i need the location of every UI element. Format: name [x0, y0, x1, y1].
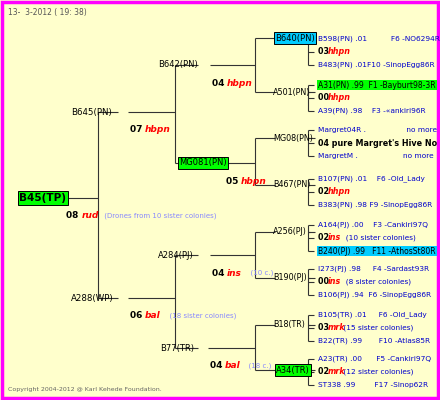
Text: (18 c.): (18 c.)	[244, 363, 271, 369]
Text: A288(WP): A288(WP)	[71, 294, 114, 302]
Text: (8 sister colonies): (8 sister colonies)	[341, 279, 411, 285]
Text: B383(PN) .98 F9 -SinopEgg86R: B383(PN) .98 F9 -SinopEgg86R	[318, 202, 432, 208]
Text: bal: bal	[145, 312, 161, 320]
Text: A23(TR) .00      F5 -Cankiri97Q: A23(TR) .00 F5 -Cankiri97Q	[318, 356, 431, 362]
Text: hhpn: hhpn	[328, 94, 351, 102]
Text: Copyright 2004-2012 @ Karl Kehede Foundation.: Copyright 2004-2012 @ Karl Kehede Founda…	[8, 387, 162, 392]
Text: mrk: mrk	[328, 324, 346, 332]
Text: rud: rud	[82, 212, 99, 220]
Text: Margret04R .                 no more: Margret04R . no more	[318, 127, 437, 133]
Text: 04: 04	[212, 268, 227, 278]
Text: 03: 03	[318, 48, 332, 56]
Text: MargretM .                   no more: MargretM . no more	[318, 153, 434, 159]
Text: ins: ins	[328, 234, 341, 242]
Text: B105(TR) .01     F6 -Old_Lady: B105(TR) .01 F6 -Old_Lady	[318, 312, 427, 318]
Text: (10 sister colonies): (10 sister colonies)	[341, 235, 416, 241]
Text: MG081(PN): MG081(PN)	[179, 158, 227, 168]
Text: 05: 05	[226, 176, 242, 186]
Text: A31(PN) .99  F1 -Bayburt98-3R: A31(PN) .99 F1 -Bayburt98-3R	[318, 80, 436, 90]
Text: 04 pure Margret's Hive No 8:: 04 pure Margret's Hive No 8:	[318, 138, 440, 148]
Text: (15 sister colonies): (15 sister colonies)	[341, 325, 413, 331]
Text: 13-  3-2012 ( 19: 38): 13- 3-2012 ( 19: 38)	[8, 8, 87, 17]
Text: B640(PN): B640(PN)	[275, 34, 315, 42]
Text: B106(PJ) .94  F6 -SinopEgg86R: B106(PJ) .94 F6 -SinopEgg86R	[318, 292, 431, 298]
Text: B18(TR): B18(TR)	[273, 320, 305, 330]
Text: B598(PN) .01          F6 -NO6294R: B598(PN) .01 F6 -NO6294R	[318, 36, 440, 42]
Text: bal: bal	[225, 362, 241, 370]
Text: hhpn: hhpn	[328, 188, 351, 196]
Text: 04: 04	[212, 78, 227, 88]
Text: 07: 07	[130, 126, 146, 134]
Text: B22(TR) .99       F10 -Atlas85R: B22(TR) .99 F10 -Atlas85R	[318, 338, 430, 344]
Text: B642(PN): B642(PN)	[158, 60, 198, 70]
Text: I273(PJ) .98     F4 -Sardast93R: I273(PJ) .98 F4 -Sardast93R	[318, 266, 429, 272]
Text: B240(PJ) .99   F11 -AthosSt80R: B240(PJ) .99 F11 -AthosSt80R	[318, 246, 436, 256]
Text: 08: 08	[66, 212, 81, 220]
Text: 00: 00	[318, 94, 332, 102]
Text: 03: 03	[318, 324, 332, 332]
Text: B645(PN): B645(PN)	[71, 108, 112, 116]
Text: 02: 02	[318, 368, 332, 376]
Text: hbpn: hbpn	[145, 126, 171, 134]
Text: A256(PJ): A256(PJ)	[273, 228, 307, 236]
Text: (12 sister colonies): (12 sister colonies)	[341, 369, 413, 375]
Text: B190(PJ): B190(PJ)	[273, 274, 307, 282]
Text: B45(TP): B45(TP)	[19, 193, 66, 203]
Text: hhpn: hhpn	[328, 48, 351, 56]
Text: hbpn: hbpn	[241, 176, 267, 186]
Text: 04: 04	[210, 362, 226, 370]
Text: (Drones from 10 sister colonies): (Drones from 10 sister colonies)	[102, 213, 216, 219]
Text: (10 c.): (10 c.)	[246, 270, 273, 276]
Text: ST338 .99        F17 -Sinop62R: ST338 .99 F17 -Sinop62R	[318, 382, 428, 388]
Text: ins: ins	[227, 268, 242, 278]
Text: B467(PN): B467(PN)	[273, 180, 310, 190]
Text: A284(PJ): A284(PJ)	[158, 250, 194, 260]
Text: B483(PN) .01F10 -SinopEgg86R: B483(PN) .01F10 -SinopEgg86R	[318, 62, 435, 68]
Text: A501(PN): A501(PN)	[273, 88, 310, 96]
Text: 02: 02	[318, 234, 332, 242]
Text: mrk: mrk	[328, 368, 346, 376]
Text: MG08(PN): MG08(PN)	[273, 134, 313, 142]
Text: A164(PJ) .00    F3 -Cankiri97Q: A164(PJ) .00 F3 -Cankiri97Q	[318, 222, 428, 228]
Text: A34(TR): A34(TR)	[276, 366, 310, 374]
Text: 00: 00	[318, 278, 332, 286]
Text: ins: ins	[328, 278, 341, 286]
Text: B107(PN) .01    F6 -Old_Lady: B107(PN) .01 F6 -Old_Lady	[318, 176, 425, 182]
Text: 06: 06	[130, 312, 146, 320]
Text: (18 sister colonies): (18 sister colonies)	[165, 313, 236, 319]
Text: hbpn: hbpn	[227, 78, 253, 88]
Text: A39(PN) .98    F3 -«ankiri96R: A39(PN) .98 F3 -«ankiri96R	[318, 108, 425, 114]
Text: 02: 02	[318, 188, 332, 196]
Text: B77(TR): B77(TR)	[160, 344, 194, 352]
